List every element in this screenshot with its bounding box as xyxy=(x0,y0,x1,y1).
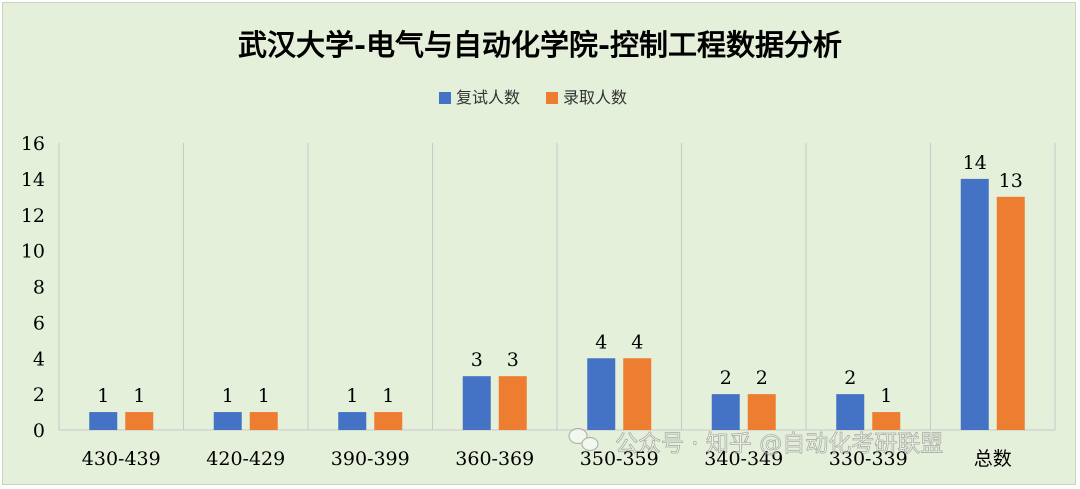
bar xyxy=(462,376,491,430)
bar xyxy=(249,412,278,430)
x-tick-label: 350-359 xyxy=(580,448,659,470)
wechat-icon xyxy=(568,427,599,452)
bar xyxy=(89,412,118,430)
data-label: 1 xyxy=(97,385,109,407)
watermark-text: 公众号 · 知乎 @自动化考研联盟 xyxy=(615,431,943,457)
bar xyxy=(498,376,527,430)
data-label: 3 xyxy=(507,349,519,371)
y-tick-label: 14 xyxy=(21,169,45,191)
legend-label: 录取人数 xyxy=(563,88,627,107)
data-label: 1 xyxy=(880,385,892,407)
data-label: 14 xyxy=(963,152,987,174)
legend-label: 复试人数 xyxy=(456,88,520,107)
y-tick-label: 2 xyxy=(33,384,45,406)
y-tick-label: 0 xyxy=(33,420,45,442)
y-tick-label: 6 xyxy=(33,312,45,334)
y-tick-label: 16 xyxy=(21,133,45,155)
bar xyxy=(213,412,242,430)
y-axis: 0 2 4 6 8 10 12 14 16 xyxy=(21,133,45,442)
chart-legend: 复试人数 录取人数 xyxy=(439,88,627,107)
data-label: 1 xyxy=(346,385,358,407)
data-label: 2 xyxy=(844,367,856,389)
data-label: 1 xyxy=(258,385,270,407)
data-label: 4 xyxy=(595,331,607,353)
bar xyxy=(996,196,1025,430)
data-label: 2 xyxy=(756,367,768,389)
x-tick-label: 330-339 xyxy=(829,448,908,470)
y-tick-label: 8 xyxy=(33,277,45,299)
x-axis: 430-439 420-429 390-399 360-369 350-359 340-3… xyxy=(82,448,1012,470)
data-label: 3 xyxy=(471,349,483,371)
legend-swatch xyxy=(439,92,451,104)
bar xyxy=(747,394,776,430)
chart-grid xyxy=(58,143,1056,431)
x-tick-label: 340-349 xyxy=(704,448,783,470)
bar xyxy=(587,358,616,430)
x-tick-label: 390-399 xyxy=(331,448,410,470)
bar xyxy=(836,394,865,430)
chart-svg: 武汉大学-电气与自动化学院-控制工程数据分析 复试人数 录取人数 0 2 4 6 8 10 1… xyxy=(21,28,1056,470)
bar xyxy=(623,358,652,430)
bar xyxy=(125,412,154,430)
watermark: 公众号 · 知乎 @自动化考研联盟 xyxy=(568,427,944,457)
data-label: 1 xyxy=(382,385,394,407)
bar xyxy=(374,412,403,430)
x-tick-label: 420-429 xyxy=(206,448,285,470)
data-label: 1 xyxy=(133,385,145,407)
y-tick-label: 4 xyxy=(33,348,45,370)
data-label: 1 xyxy=(222,385,234,407)
x-tick-label: 430-439 xyxy=(82,448,161,470)
bar xyxy=(338,412,367,430)
chart-bars xyxy=(89,178,1025,430)
y-tick-label: 12 xyxy=(21,205,45,227)
data-label: 13 xyxy=(999,170,1023,192)
x-tick-label: 总数 xyxy=(974,448,1012,470)
chart-title: 武汉大学-电气与自动化学院-控制工程数据分析 xyxy=(238,28,842,62)
legend-swatch xyxy=(546,92,558,104)
bar xyxy=(960,178,989,430)
bar xyxy=(711,394,740,430)
data-label: 2 xyxy=(720,367,732,389)
bar xyxy=(872,412,901,430)
x-tick-label: 360-369 xyxy=(455,448,534,470)
data-label: 4 xyxy=(631,331,643,353)
y-tick-label: 10 xyxy=(21,241,45,263)
